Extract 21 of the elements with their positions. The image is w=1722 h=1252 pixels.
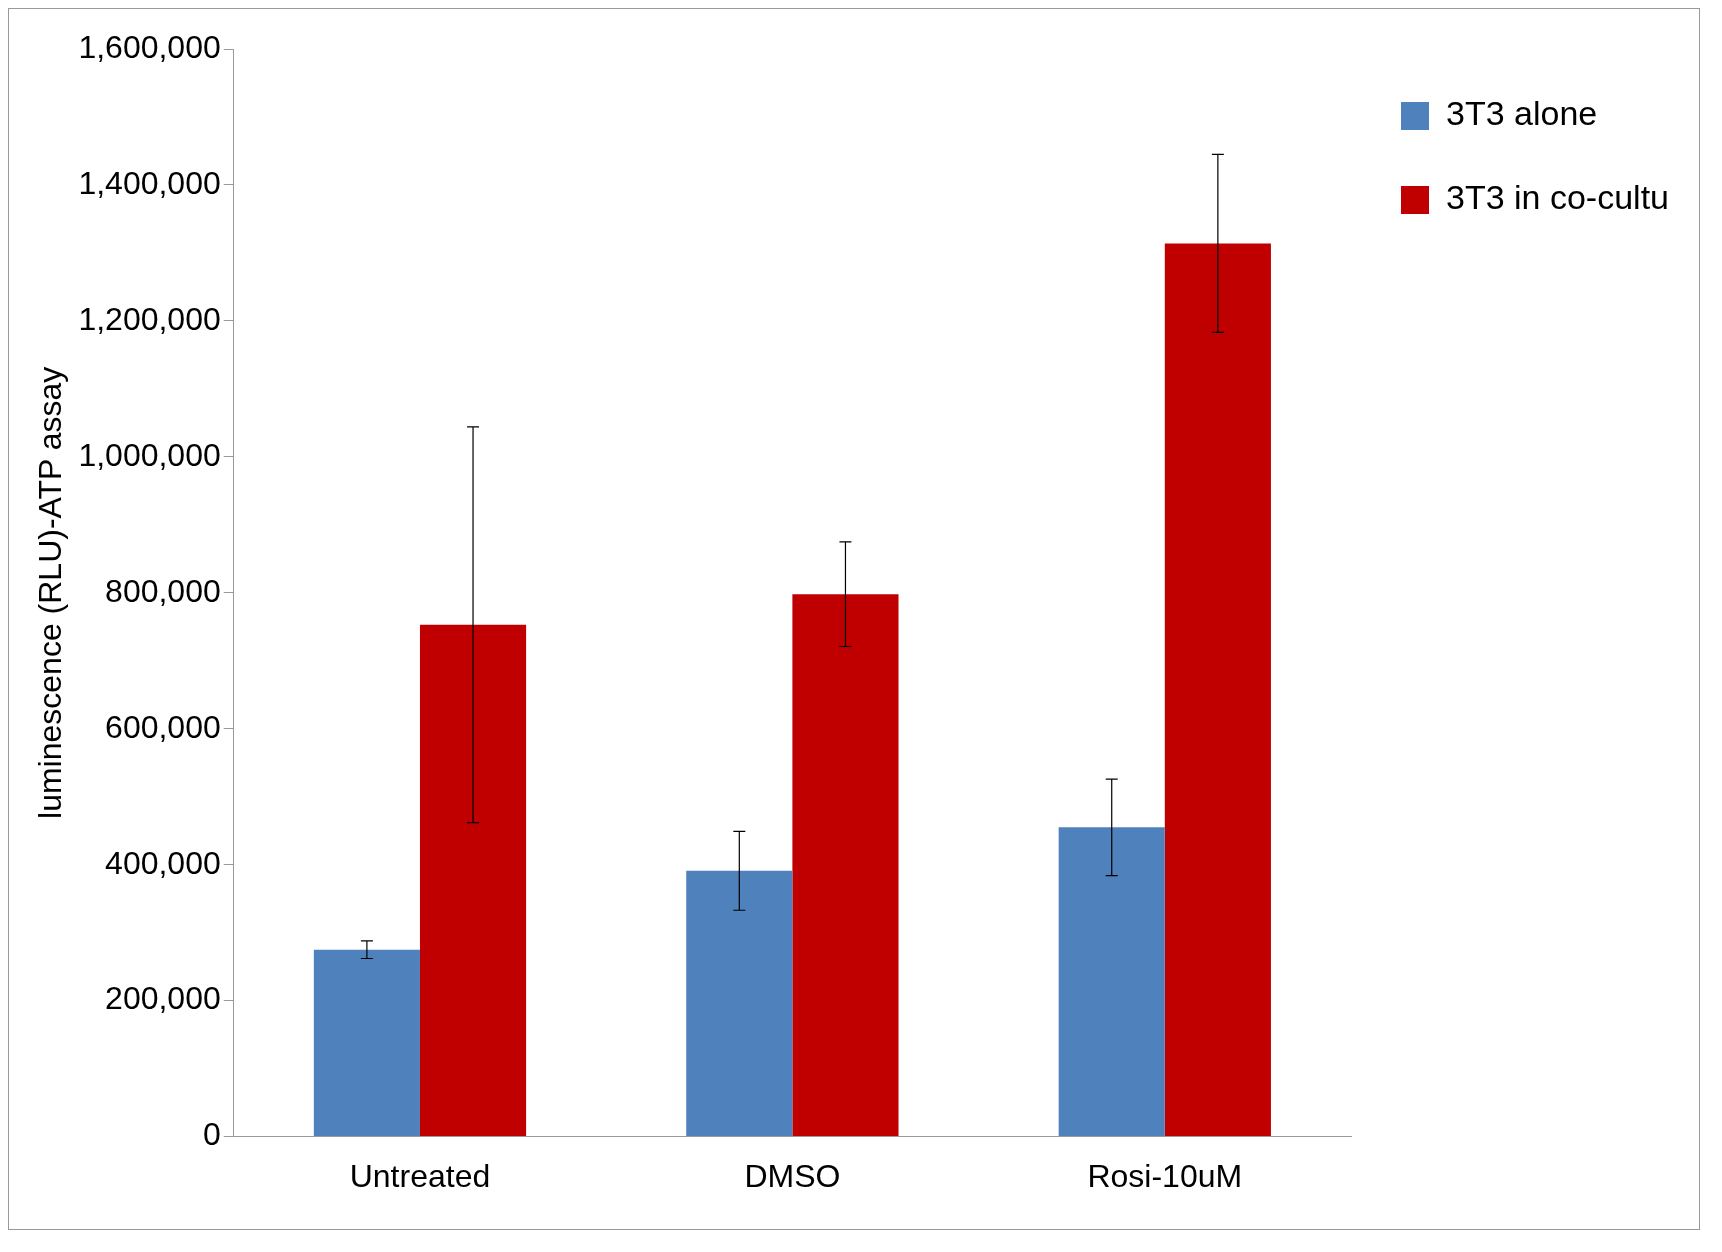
- bar: [1164, 243, 1271, 1137]
- bar: [419, 624, 527, 1137]
- bar: [313, 949, 420, 1137]
- y-tick-label: 1,400,000: [78, 164, 221, 201]
- y-tick-label: 200,000: [105, 980, 221, 1017]
- bar: [1058, 827, 1165, 1137]
- legend-label: 3T3 alone: [1446, 94, 1598, 133]
- legend-label: 3T3 in co-cultu: [1446, 178, 1670, 217]
- x-tick-label: Rosi-10uM: [1087, 1157, 1243, 1194]
- x-tick-label: DMSO: [744, 1157, 841, 1194]
- y-tick-label: 1,600,000: [78, 28, 221, 65]
- y-tick-label: 800,000: [105, 572, 221, 609]
- bar: [792, 594, 899, 1137]
- y-axis-title: luminescence (RLU)-ATP assay: [32, 366, 69, 819]
- y-tick-label: 1,000,000: [78, 436, 221, 473]
- x-tick-label: Untreated: [349, 1157, 491, 1194]
- y-tick-label: 0: [202, 1116, 221, 1153]
- y-tick-label: 1,200,000: [78, 300, 221, 337]
- y-tick-label: 600,000: [105, 708, 221, 745]
- bar: [686, 870, 793, 1137]
- y-tick-label: 400,000: [105, 844, 221, 881]
